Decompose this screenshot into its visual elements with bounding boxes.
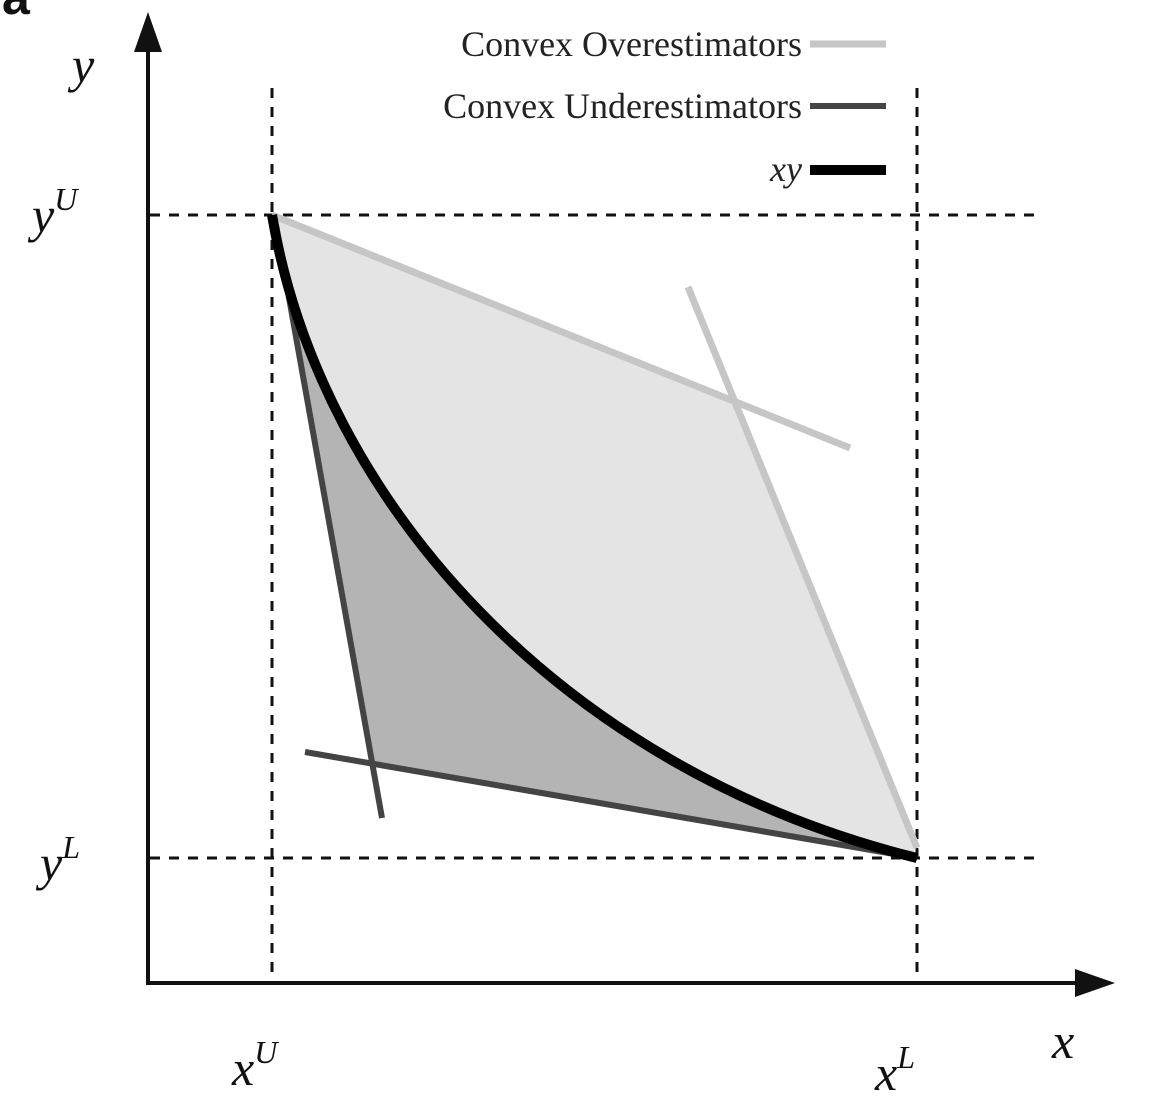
- underestimator-region: [275, 225, 917, 858]
- x-tick-label: xL: [874, 1039, 915, 1101]
- underestimator-line: [273, 224, 385, 819]
- tick-sup: L: [61, 829, 80, 865]
- tick-base: y: [27, 187, 55, 243]
- y-tick-label: yU: [27, 181, 79, 243]
- y-tick-label: yL: [35, 829, 80, 891]
- tick-sup: U: [54, 181, 79, 217]
- y-axis-arrow: [134, 12, 162, 52]
- overestimator-region: [272, 215, 917, 858]
- x-axis-arrow: [1075, 969, 1115, 997]
- overestimator-line: [270, 211, 852, 452]
- legend-label: Convex Underestimators: [443, 86, 802, 126]
- tick-base: y: [35, 835, 63, 891]
- tick-sup: L: [896, 1039, 915, 1075]
- panel-label: a: [2, 0, 31, 25]
- xy-curve: [267, 214, 919, 863]
- y-axis-label: y: [67, 37, 95, 93]
- x-axis-label: x: [1051, 1013, 1074, 1069]
- legend-label: Convex Overestimators: [461, 24, 802, 64]
- tick-sup: U: [254, 1034, 279, 1070]
- tick-base: x: [874, 1045, 897, 1101]
- legend-label: xy: [769, 149, 802, 189]
- overestimator-line: [684, 285, 921, 850]
- underestimator-line: [304, 749, 918, 861]
- x-tick-label: xU: [231, 1034, 279, 1096]
- tick-base: x: [231, 1040, 254, 1096]
